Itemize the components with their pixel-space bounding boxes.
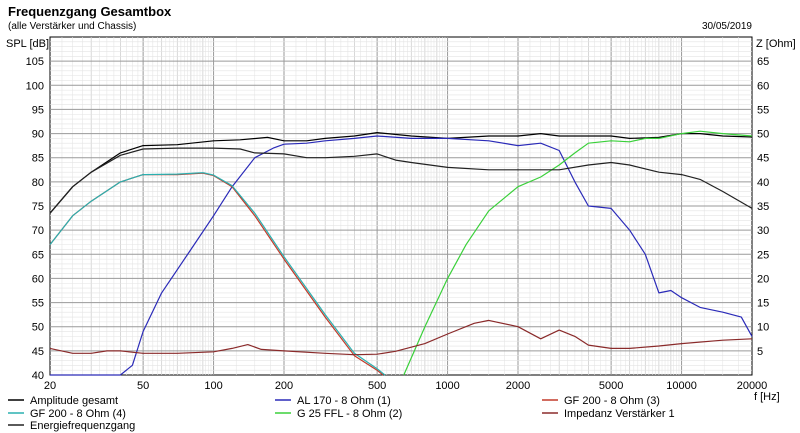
chart-title: Frequenzgang Gesamtbox xyxy=(8,4,172,19)
y-tick-label: 75 xyxy=(32,201,44,213)
y-tick-label: 105 xyxy=(26,56,44,68)
chart-subtitle: (alle Verstärker und Chassis) xyxy=(8,21,136,32)
y2-tick-label: 60 xyxy=(757,80,769,92)
y2-tick-label: 50 xyxy=(757,129,769,141)
series-line-2 xyxy=(50,135,753,376)
y2-tick-label: 10 xyxy=(757,322,769,334)
series-line-6 xyxy=(49,319,753,356)
series-lines xyxy=(49,130,753,376)
y-tick-label: 100 xyxy=(26,80,44,92)
y2-tick-label: 55 xyxy=(757,104,769,116)
legend-entry: Impedanz Verstärker 1 xyxy=(564,408,675,420)
series-line-5 xyxy=(403,130,753,376)
legend-entry: GF 200 - 8 Ohm (3) xyxy=(564,395,660,407)
x-tick-label: 5000 xyxy=(599,380,623,392)
y-tick-label: 90 xyxy=(32,129,44,141)
legend: Amplitude gesamt AL 170 - 8 Ohm (1) GF 200… xyxy=(8,395,675,432)
y-tick-label: 95 xyxy=(32,104,44,116)
y-tick-label: 85 xyxy=(32,153,44,165)
x-tick-label: 50 xyxy=(137,380,149,392)
y2-axis-label: Z [Ohm] xyxy=(756,38,796,50)
x-tick-label: 500 xyxy=(368,380,386,392)
y2-tick-label: 65 xyxy=(757,56,769,68)
y2-axis-ticks: 5 10 15 20 25 30 35 40 45 50 55 60 65 xyxy=(757,56,769,358)
x-axis-label: f [Hz] xyxy=(754,391,780,403)
legend-entry: G 25 FFL - 8 Ohm (2) xyxy=(297,408,402,420)
y2-tick-label: 15 xyxy=(757,298,769,310)
y-tick-label: 50 xyxy=(32,322,44,334)
series-line-4 xyxy=(49,172,386,376)
y-tick-label: 40 xyxy=(32,370,44,382)
legend-entry: Energiefrequenzgang xyxy=(30,420,135,432)
series-line-7 xyxy=(49,147,753,214)
x-axis-ticks: 20 50 100 200 500 1000 2000 5000 10000 20000 xyxy=(44,380,767,392)
y-tick-label: 60 xyxy=(32,273,44,285)
y2-tick-label: 45 xyxy=(757,153,769,165)
chart-date: 30/05/2019 xyxy=(702,21,752,32)
y-axis-ticks: 40 45 50 55 60 65 70 75 80 85 90 95 100 105 xyxy=(26,56,44,382)
y2-tick-label: 35 xyxy=(757,201,769,213)
legend-entry: AL 170 - 8 Ohm (1) xyxy=(297,395,391,407)
x-tick-label: 20 xyxy=(44,380,56,392)
x-tick-label: 100 xyxy=(204,380,222,392)
y2-tick-label: 20 xyxy=(757,273,769,285)
x-tick-label: 1000 xyxy=(435,380,459,392)
y-tick-label: 55 xyxy=(32,298,44,310)
y2-tick-label: 40 xyxy=(757,177,769,189)
y2-tick-label: 25 xyxy=(757,249,769,261)
x-tick-label: 2000 xyxy=(506,380,530,392)
y-tick-label: 65 xyxy=(32,249,44,261)
y2-tick-label: 30 xyxy=(757,225,769,237)
x-tick-label: 10000 xyxy=(666,380,697,392)
y-tick-label: 45 xyxy=(32,346,44,358)
y-tick-label: 70 xyxy=(32,225,44,237)
grid-lines xyxy=(50,37,752,375)
y-tick-label: 80 xyxy=(32,177,44,189)
legend-entry: Amplitude gesamt xyxy=(30,395,118,407)
y-axis-label: SPL [dB] xyxy=(6,38,49,50)
series-line-1 xyxy=(49,132,753,214)
y2-tick-label: 5 xyxy=(757,346,763,358)
x-tick-label: 20000 xyxy=(737,380,768,392)
x-tick-label: 200 xyxy=(275,380,293,392)
legend-entry: GF 200 - 8 Ohm (4) xyxy=(30,408,126,420)
